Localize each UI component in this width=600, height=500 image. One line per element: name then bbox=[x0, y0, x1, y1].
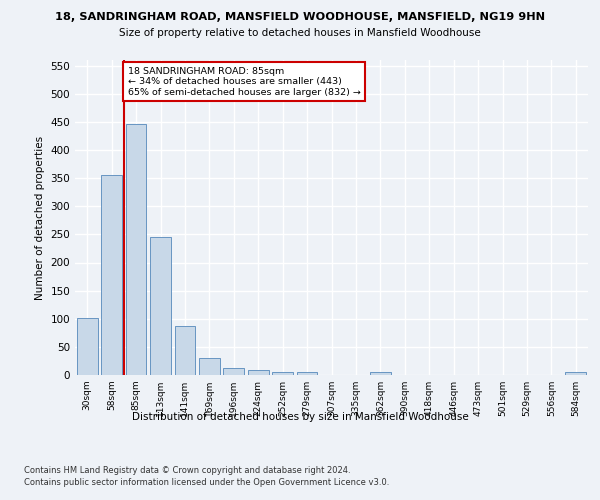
Text: Contains public sector information licensed under the Open Government Licence v3: Contains public sector information licen… bbox=[24, 478, 389, 487]
Bar bbox=[370, 372, 391, 375]
Bar bbox=[199, 358, 220, 375]
Bar bbox=[150, 237, 171, 375]
Bar bbox=[223, 368, 244, 375]
Bar bbox=[101, 176, 122, 375]
Bar bbox=[272, 372, 293, 375]
Text: Contains HM Land Registry data © Crown copyright and database right 2024.: Contains HM Land Registry data © Crown c… bbox=[24, 466, 350, 475]
Text: Distribution of detached houses by size in Mansfield Woodhouse: Distribution of detached houses by size … bbox=[131, 412, 469, 422]
Bar bbox=[296, 372, 317, 375]
Bar bbox=[77, 318, 98, 375]
Bar bbox=[565, 372, 586, 375]
Text: 18 SANDRINGHAM ROAD: 85sqm
← 34% of detached houses are smaller (443)
65% of sem: 18 SANDRINGHAM ROAD: 85sqm ← 34% of deta… bbox=[128, 66, 361, 96]
Bar bbox=[248, 370, 269, 375]
Text: Size of property relative to detached houses in Mansfield Woodhouse: Size of property relative to detached ho… bbox=[119, 28, 481, 38]
Bar bbox=[175, 326, 196, 375]
Y-axis label: Number of detached properties: Number of detached properties bbox=[35, 136, 45, 300]
Text: 18, SANDRINGHAM ROAD, MANSFIELD WOODHOUSE, MANSFIELD, NG19 9HN: 18, SANDRINGHAM ROAD, MANSFIELD WOODHOUS… bbox=[55, 12, 545, 22]
Bar bbox=[125, 124, 146, 375]
